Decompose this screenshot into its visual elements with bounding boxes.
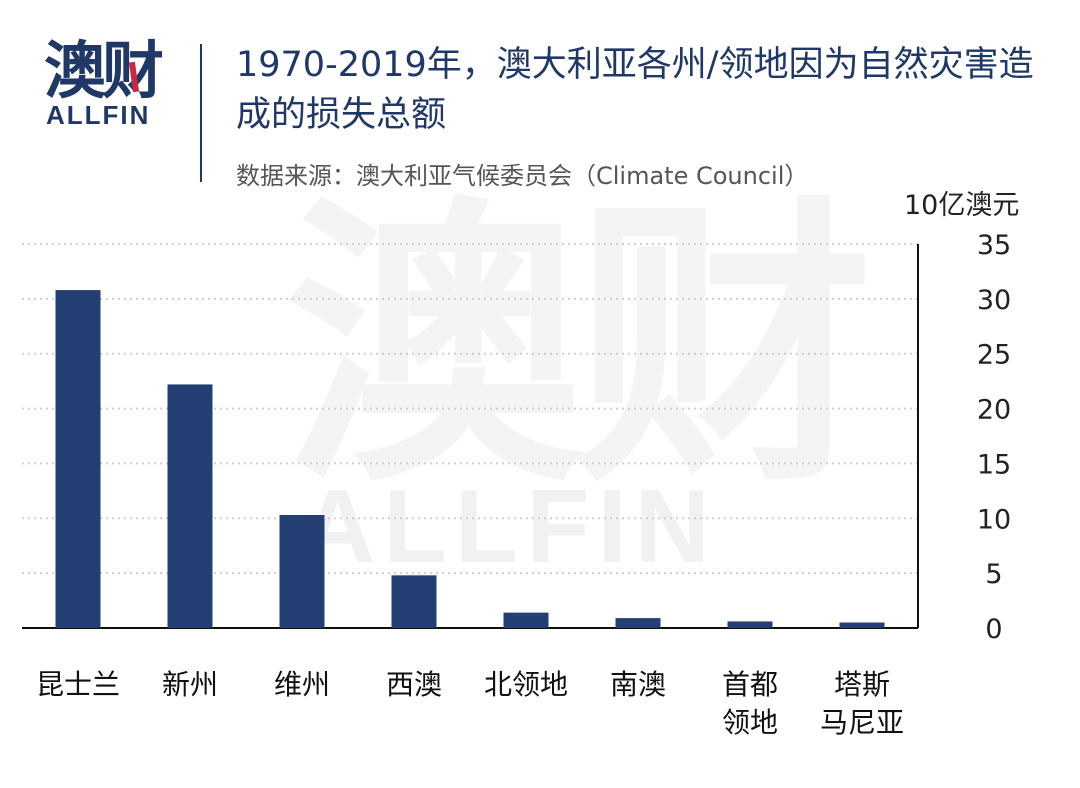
x-tick-label: 马尼亚 — [820, 706, 904, 739]
bar — [839, 622, 885, 628]
bar — [503, 612, 549, 628]
chart-title: 1970-2019年，澳大利亚各州/领地因为自然灾害造成的损失总额 — [236, 45, 1034, 135]
logo-text-cn: 澳财 — [44, 34, 164, 107]
y-tick-label: 15 — [977, 449, 1011, 480]
y-tick-label: 35 — [977, 230, 1011, 261]
bar — [727, 621, 773, 628]
y-tick-label: 25 — [977, 340, 1011, 371]
bar — [55, 290, 101, 628]
x-tick-label: 昆士兰 — [36, 668, 120, 701]
bar — [615, 618, 661, 628]
y-tick-label: 5 — [985, 559, 1002, 590]
bar — [391, 575, 437, 628]
x-tick-label: 新州 — [162, 668, 218, 701]
watermark-logo-cn: 澳财 — [284, 173, 874, 522]
data-source: 数据来源：澳大利亚气候委员会（Climate Council） — [236, 162, 809, 190]
header-divider — [200, 44, 202, 182]
x-tick-label: 塔斯 — [834, 668, 890, 701]
y-tick-label: 30 — [977, 285, 1011, 316]
watermark-logo-en: ALLFIN — [300, 469, 718, 585]
x-tick-label: 南澳 — [610, 668, 666, 701]
x-tick-label: 维州 — [274, 668, 330, 701]
logo-text-en: ALLFIN — [46, 100, 151, 130]
bar — [167, 384, 213, 628]
x-tick-label: 首都 — [722, 668, 778, 701]
y-tick-label: 10 — [977, 504, 1011, 535]
y-tick-label: 0 — [985, 614, 1002, 645]
bar — [279, 514, 325, 628]
x-tick-label: 西澳 — [386, 668, 442, 701]
y-tick-label: 20 — [977, 395, 1011, 426]
y-axis-unit-label: 10亿澳元 — [904, 190, 1020, 221]
x-tick-label: 领地 — [722, 706, 778, 739]
x-tick-label: 北领地 — [484, 668, 568, 701]
